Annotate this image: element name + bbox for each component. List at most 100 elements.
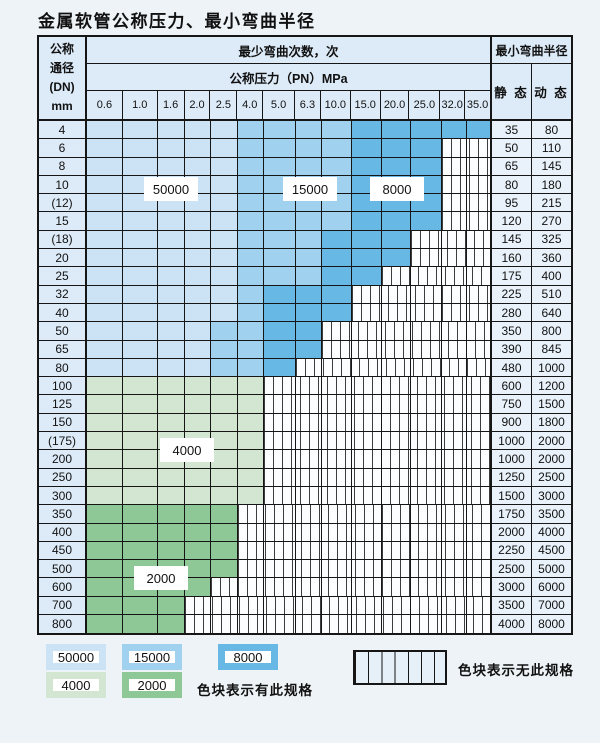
- column-gridline: [210, 212, 211, 230]
- column-gridline: [351, 121, 352, 139]
- spec-segment-mg: [87, 505, 238, 523]
- column-gridline: [157, 285, 158, 303]
- static-radius-cell: 480: [492, 358, 532, 377]
- pressure-tick: 32.0: [440, 91, 466, 119]
- column-gridline: [351, 505, 352, 523]
- column-gridline: [295, 377, 296, 395]
- column-gridline: [410, 139, 411, 157]
- spec-segment-lb: [87, 249, 238, 267]
- dn-cell: 32: [39, 285, 87, 303]
- table-row: (175) 1000 2000: [39, 432, 571, 451]
- static-radius-cell: 350: [492, 322, 532, 340]
- column-gridline: [122, 523, 123, 541]
- column-gridline: [184, 285, 185, 303]
- column-gridline: [351, 560, 352, 578]
- table-row: 4 35 80: [39, 121, 571, 140]
- column-gridline: [381, 340, 382, 358]
- pressure-tick: 1.6: [158, 91, 185, 119]
- spec-segment-db: [352, 212, 442, 230]
- column-gridline: [321, 432, 322, 450]
- static-radius-cell: 1250: [492, 468, 532, 486]
- band-cell: [87, 450, 492, 468]
- legend-no-spec-text: 色块表示无此规格: [458, 663, 574, 678]
- static-radius-cell: 390: [492, 340, 532, 358]
- column-gridline: [210, 596, 211, 615]
- column-gridline: [381, 468, 382, 486]
- column-gridline: [122, 468, 123, 486]
- static-radius-cell: 2500: [492, 560, 532, 578]
- column-gridline: [466, 578, 467, 596]
- column-gridline: [441, 541, 442, 560]
- column-gridline: [157, 303, 158, 322]
- column-gridline: [410, 432, 411, 450]
- dn-header-line: 通径: [49, 61, 74, 75]
- column-gridline: [210, 139, 211, 157]
- column-gridline: [351, 249, 352, 267]
- column-gridline: [237, 267, 238, 285]
- column-gridline: [441, 230, 442, 249]
- static-radius-cell: 1500: [492, 486, 532, 505]
- column-gridline: [295, 358, 296, 377]
- column-gridline: [441, 285, 442, 303]
- column-gridline: [157, 230, 158, 249]
- column-gridline: [466, 194, 467, 212]
- legend-has-spec-text: 色块表示有此规格: [197, 683, 313, 698]
- column-gridline: [441, 139, 442, 157]
- column-gridline: [381, 523, 382, 541]
- column-gridline: [157, 486, 158, 505]
- column-gridline: [210, 468, 211, 486]
- dn-cell: 20: [39, 249, 87, 267]
- column-gridline: [410, 505, 411, 523]
- column-gridline: [122, 285, 123, 303]
- pressure-tick: 25.0: [409, 91, 441, 119]
- column-gridline: [122, 212, 123, 230]
- column-gridline: [263, 615, 264, 634]
- column-gridline: [351, 340, 352, 358]
- column-gridline: [295, 413, 296, 432]
- static-header: 静 态: [492, 64, 532, 119]
- column-gridline: [410, 194, 411, 212]
- spec-segment-lb: [87, 230, 238, 249]
- column-gridline: [157, 450, 158, 468]
- column-gridline: [410, 578, 411, 596]
- column-gridline: [237, 285, 238, 303]
- column-gridline: [210, 395, 211, 413]
- column-gridline: [263, 395, 264, 413]
- column-gridline: [410, 413, 411, 432]
- column-gridline: [410, 377, 411, 395]
- column-gridline: [466, 230, 467, 249]
- column-gridline: [237, 395, 238, 413]
- column-gridline: [263, 303, 264, 322]
- dn-cell: 65: [39, 340, 87, 358]
- column-gridline: [263, 523, 264, 541]
- column-gridline: [381, 121, 382, 139]
- band-cell: [87, 230, 492, 249]
- column-gridline: [321, 578, 322, 596]
- column-gridline: [321, 212, 322, 230]
- column-gridline: [122, 175, 123, 194]
- region-label: 8000: [370, 177, 424, 201]
- column-gridline: [466, 560, 467, 578]
- dn-cell: (175): [39, 432, 87, 450]
- column-gridline: [157, 596, 158, 615]
- band-cell: [87, 395, 492, 413]
- column-gridline: [210, 340, 211, 358]
- column-gridline: [321, 121, 322, 139]
- column-gridline: [184, 395, 185, 413]
- column-gridline: [237, 303, 238, 322]
- column-gridline: [466, 249, 467, 267]
- column-gridline: [410, 212, 411, 230]
- dynamic-radius-cell: 325: [532, 230, 571, 249]
- column-gridline: [122, 267, 123, 285]
- spec-segment-lb: [87, 157, 238, 175]
- no-spec-hatch: [264, 377, 490, 395]
- table-row: 65 390 845: [39, 340, 571, 359]
- column-gridline: [441, 468, 442, 486]
- spec-segment-db: [264, 285, 352, 303]
- column-gridline: [157, 505, 158, 523]
- dynamic-radius-cell: 8000: [532, 615, 571, 634]
- region-label: 50000: [144, 177, 198, 201]
- column-gridline: [263, 285, 264, 303]
- column-gridline: [157, 194, 158, 212]
- column-gridline: [321, 523, 322, 541]
